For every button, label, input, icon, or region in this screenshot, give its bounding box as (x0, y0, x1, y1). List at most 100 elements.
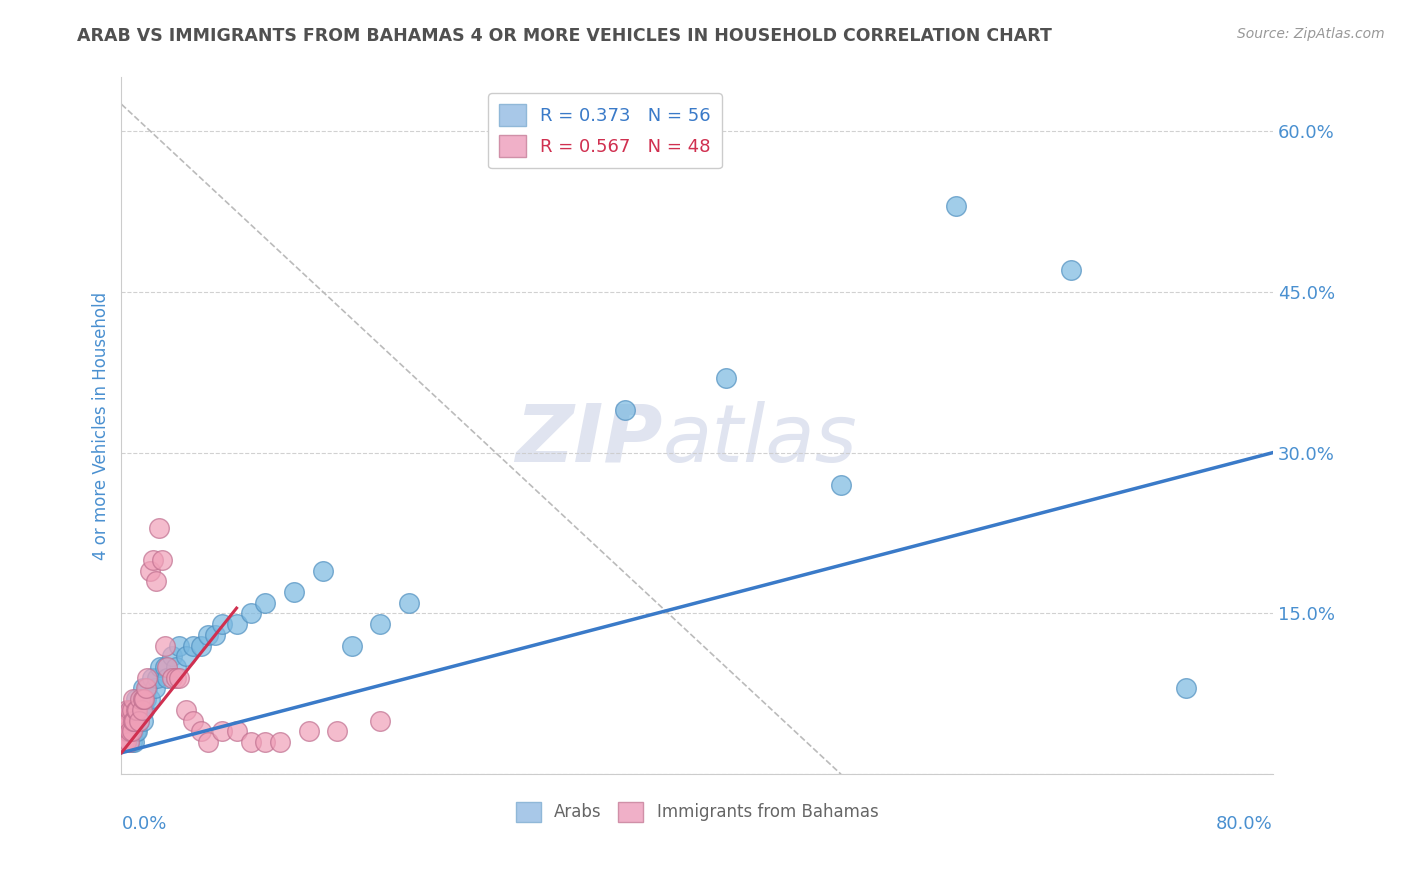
Point (370, 714, 392, 728)
Point (135, 681, 157, 696)
Point (121, 714, 143, 728)
Point (127, 724, 149, 739)
Point (297, 724, 319, 739)
Point (131, 692, 153, 706)
Point (117, 714, 139, 728)
Point (132, 692, 155, 706)
Point (127, 703, 149, 717)
Point (156, 671, 179, 685)
Point (134, 692, 156, 706)
Point (254, 735, 277, 749)
Point (120, 703, 142, 717)
Point (132, 681, 155, 696)
Point (225, 724, 247, 739)
Text: Source: ZipAtlas.com: Source: ZipAtlas.com (1237, 27, 1385, 41)
Point (165, 671, 187, 685)
Point (150, 553, 173, 567)
Point (117, 735, 139, 749)
Point (398, 596, 420, 610)
Point (204, 628, 226, 642)
Point (211, 617, 233, 632)
Point (239, 735, 262, 749)
Point (115, 703, 138, 717)
Point (112, 714, 135, 728)
Point (112, 735, 135, 749)
Point (160, 649, 183, 664)
Point (114, 714, 136, 728)
Point (134, 703, 156, 717)
Point (269, 735, 291, 749)
Point (143, 681, 166, 696)
Point (326, 724, 349, 739)
Point (129, 692, 152, 706)
Point (370, 617, 392, 632)
Point (174, 649, 197, 664)
Point (111, 724, 134, 739)
Point (129, 703, 152, 717)
Point (124, 714, 146, 728)
Text: ZIP: ZIP (515, 401, 662, 479)
Point (135, 692, 157, 706)
Text: 0.0%: 0.0% (121, 815, 167, 833)
Point (197, 628, 219, 642)
Point (254, 596, 277, 610)
Point (117, 735, 139, 749)
Point (148, 521, 170, 535)
Point (115, 714, 138, 728)
Point (111, 735, 134, 749)
Point (125, 692, 148, 706)
Point (139, 564, 162, 578)
Point (197, 735, 219, 749)
Point (128, 714, 150, 728)
Point (122, 703, 145, 717)
Point (312, 564, 335, 578)
Point (190, 639, 212, 653)
Point (714, 370, 737, 384)
Point (124, 735, 146, 749)
Text: 80.0%: 80.0% (1216, 815, 1272, 833)
Point (111, 724, 134, 739)
Point (121, 703, 143, 717)
Point (614, 402, 637, 417)
Point (117, 714, 139, 728)
Point (124, 714, 146, 728)
Point (156, 660, 179, 674)
Point (120, 703, 142, 717)
Point (139, 692, 162, 706)
Point (125, 724, 148, 739)
Legend: Arabs, Immigrants from Bahamas: Arabs, Immigrants from Bahamas (509, 795, 886, 829)
Point (121, 735, 143, 749)
Point (136, 671, 159, 685)
Point (125, 703, 148, 717)
Point (142, 553, 165, 567)
Point (114, 735, 136, 749)
Point (153, 639, 176, 653)
Point (136, 681, 159, 696)
Point (145, 574, 167, 589)
Point (945, 199, 967, 213)
Point (211, 724, 233, 739)
Point (160, 671, 183, 685)
Point (120, 724, 142, 739)
Point (340, 639, 363, 653)
Text: atlas: atlas (662, 401, 858, 479)
Point (112, 735, 135, 749)
Text: ARAB VS IMMIGRANTS FROM BAHAMAS 4 OR MORE VEHICLES IN HOUSEHOLD CORRELATION CHAR: ARAB VS IMMIGRANTS FROM BAHAMAS 4 OR MOR… (77, 27, 1052, 45)
Point (283, 585, 305, 599)
Point (830, 478, 852, 492)
Point (183, 639, 205, 653)
Point (153, 660, 176, 674)
Point (174, 703, 197, 717)
Point (165, 660, 187, 674)
Point (122, 724, 145, 739)
Point (120, 724, 142, 739)
Point (115, 724, 138, 739)
Point (122, 692, 145, 706)
Point (1060, 263, 1083, 277)
Y-axis label: 4 or more Vehicles in Household: 4 or more Vehicles in Household (93, 292, 110, 560)
Point (146, 671, 169, 685)
Point (183, 714, 205, 728)
Point (167, 639, 190, 653)
Point (121, 724, 143, 739)
Point (131, 703, 153, 717)
